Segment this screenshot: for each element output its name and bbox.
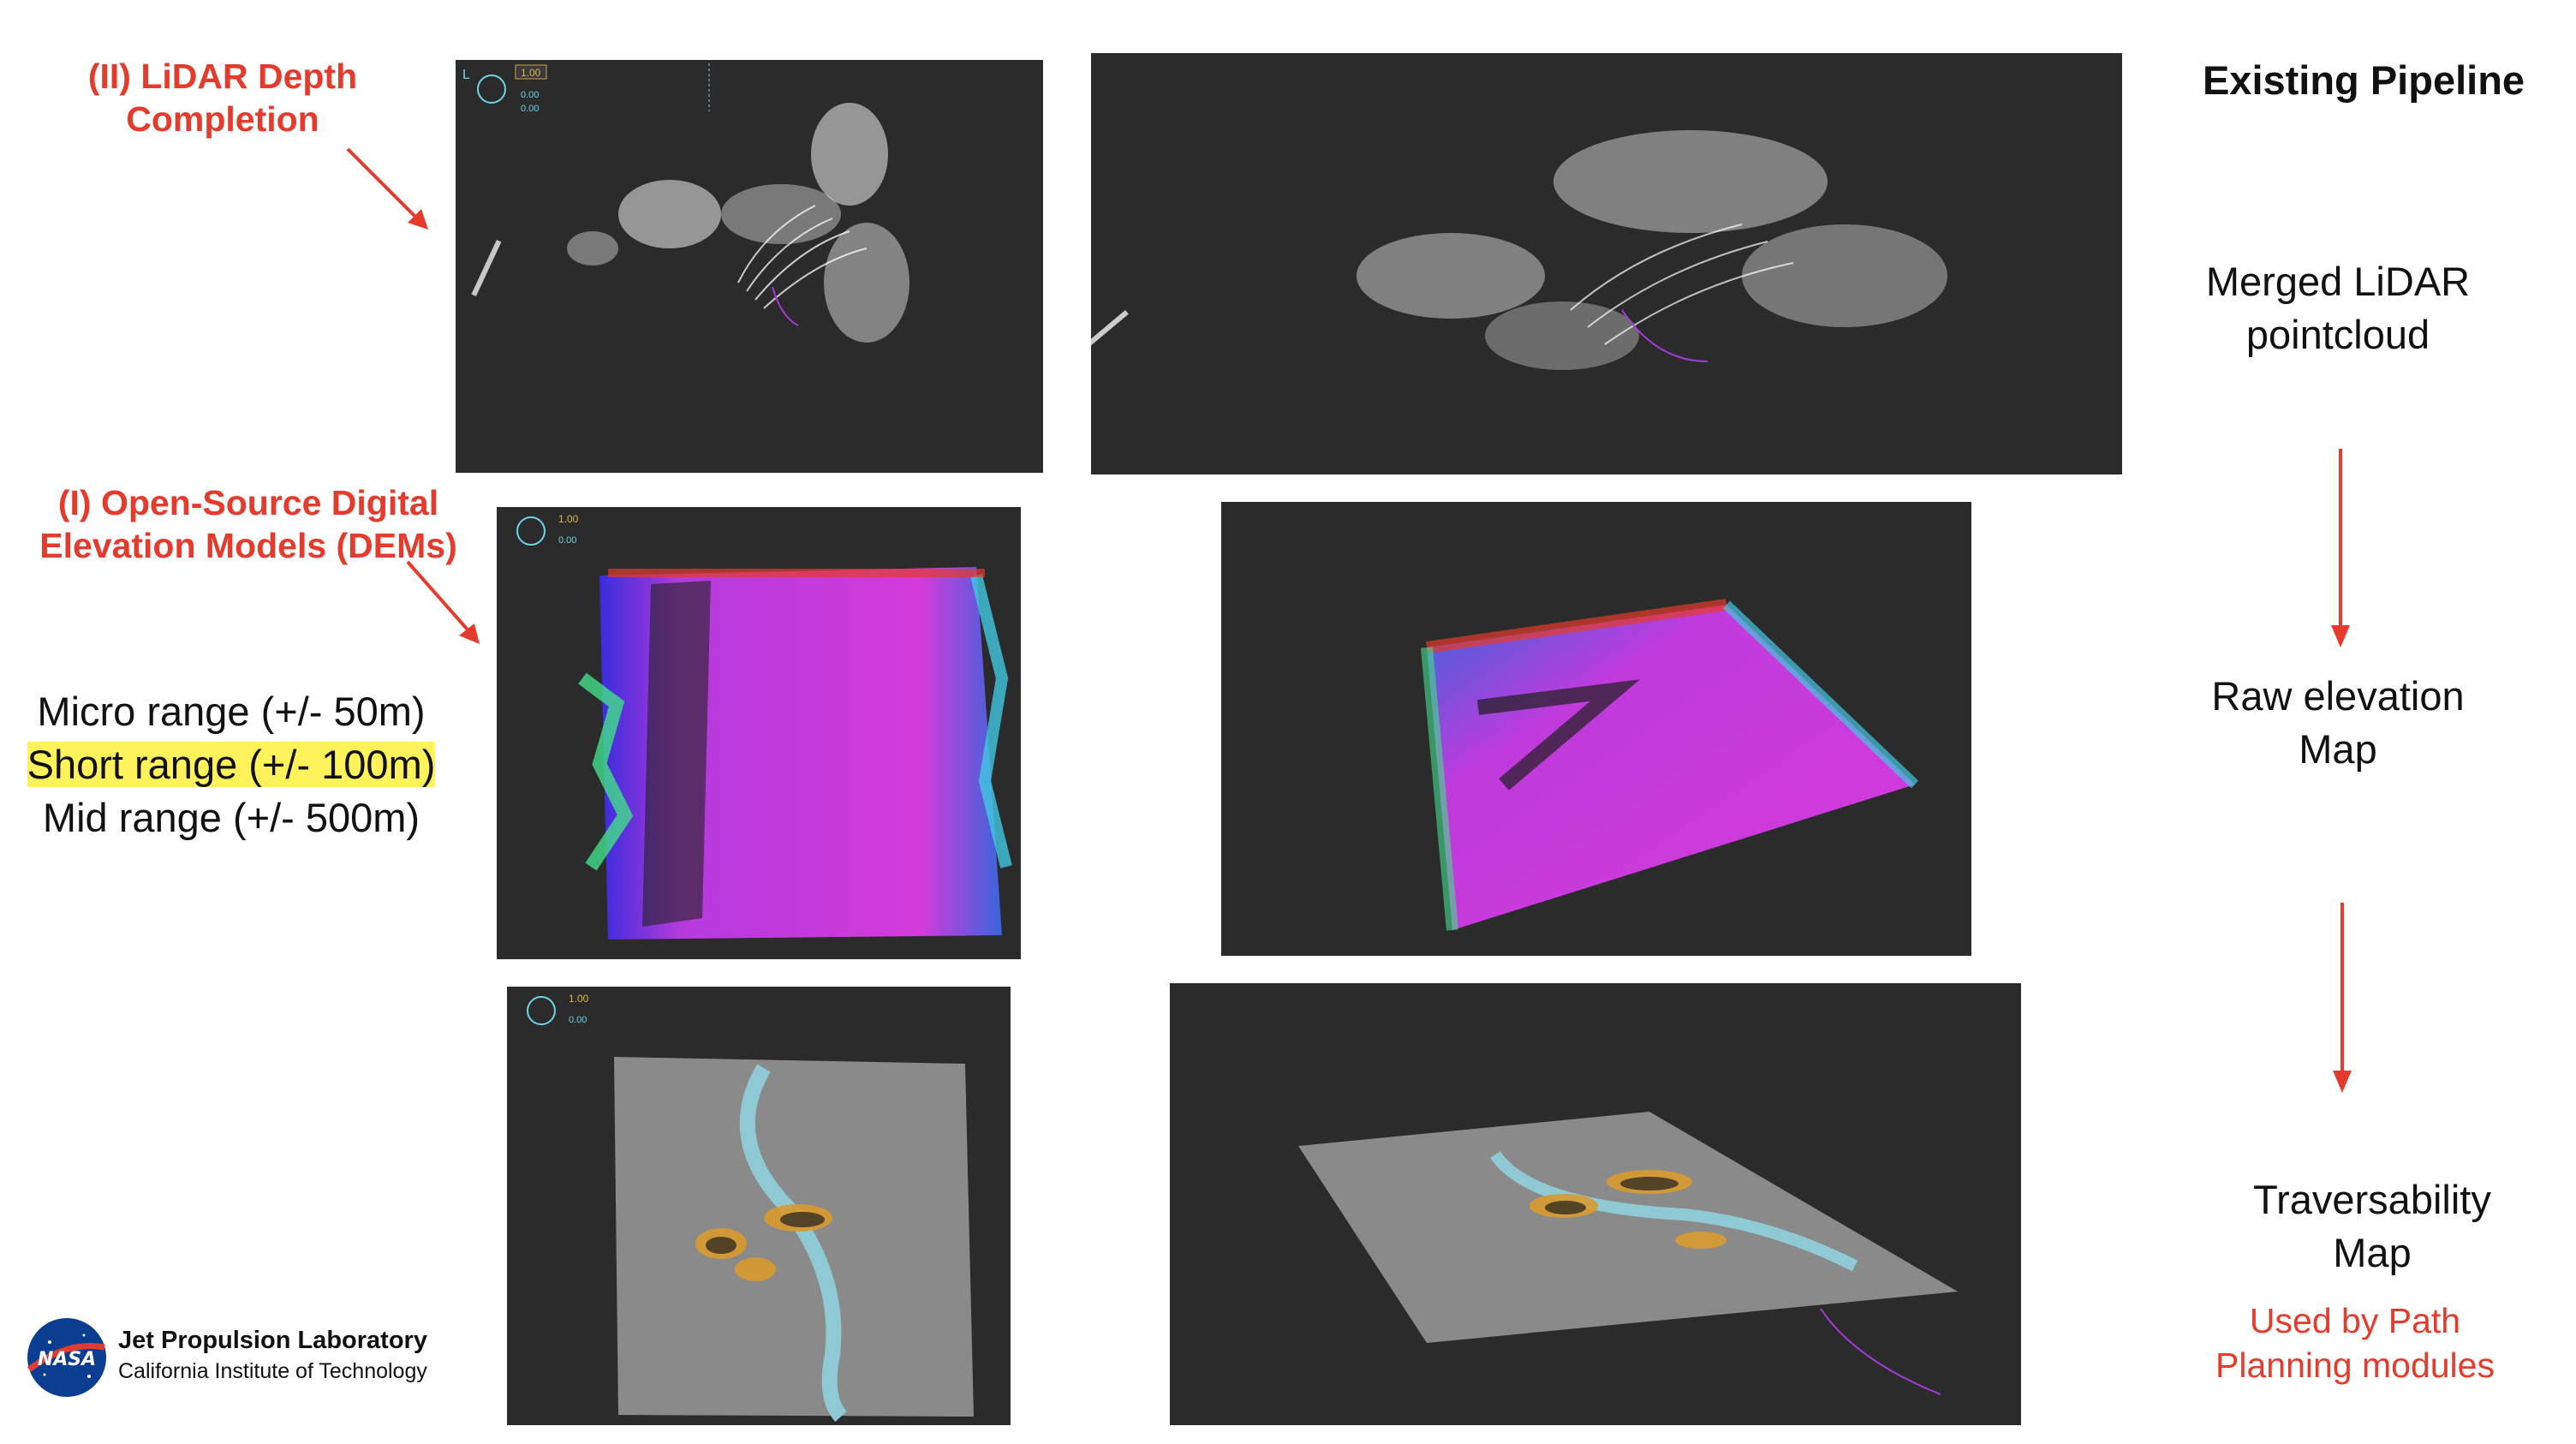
jpl-org-name: Jet Propulsion Laboratory — [118, 1327, 427, 1354]
svg-text:0.00: 0.00 — [569, 1015, 587, 1025]
short-range-label: Short range (+/- 100m) — [9, 738, 454, 791]
hud-overlay: 1.00 0.00 — [516, 513, 579, 546]
traversability-map — [1298, 1112, 1958, 1395]
dem-elevation-map: 1.00 0.00 — [516, 513, 1012, 940]
svg-text:1.00: 1.00 — [558, 513, 579, 525]
jpl-institute-name: California Institute of Technology — [118, 1359, 427, 1383]
merged-lidar-step: Merged LiDAR pointcloud — [2205, 259, 2471, 357]
open-source-dem-label: (I) Open-Source Digital Elevation Models… — [39, 483, 457, 565]
pipeline-arrow-2-icon — [2333, 903, 2352, 1093]
micro-range-label: Micro range (+/- 50m) — [37, 689, 426, 734]
svg-text:0.00: 0.00 — [521, 104, 539, 114]
lidar-depth-completion-label: (II) LiDAR Depth Completion — [87, 57, 358, 139]
mid-range-label: Mid range (+/- 500m) — [42, 795, 420, 840]
svg-text:0.00: 0.00 — [521, 90, 539, 100]
path-planning-note: Used by Path Planning modules — [2215, 1301, 2495, 1385]
nasa-meatball-icon: NASA — [27, 1318, 106, 1397]
svg-text:1.00: 1.00 — [569, 993, 589, 1005]
pipeline-title: Existing Pipeline — [2202, 57, 2525, 103]
lidar-depth-panel: L 1.00 0.00 0.00 — [456, 60, 1043, 473]
svg-text:1.00: 1.00 — [521, 67, 541, 79]
dem-traversability-map: 1.00 0.00 — [527, 993, 974, 1423]
merged-lidar-panel — [1091, 53, 2122, 474]
hud-overlay: 1.00 0.00 — [527, 993, 589, 1025]
raw-elevation-map — [1421, 599, 1919, 931]
traversability-panel — [1170, 983, 2021, 1425]
pipeline-arrow-1-icon — [2331, 449, 2350, 647]
dem-traversability-panel: 1.00 0.00 — [507, 987, 1011, 1425]
dem-arrow-icon — [406, 560, 480, 644]
raw-elevation-panel — [1221, 502, 1971, 956]
lidar-depth-pointcloud: L 1.00 0.00 0.00 — [462, 63, 909, 343]
svg-text:0.00: 0.00 — [558, 535, 576, 546]
lidar-arrow-icon — [346, 147, 428, 230]
short-range-highlight: Short range (+/- 100m) — [27, 742, 436, 787]
hud-overlay: L 1.00 0.00 0.00 — [462, 63, 710, 114]
merged-lidar-pointcloud — [1091, 130, 1947, 375]
jpl-logo: NASA Jet Propulsion Laboratory Californi… — [24, 1315, 435, 1400]
svg-text:L: L — [462, 68, 470, 82]
raw-elevation-step: Raw elevation Map — [2211, 673, 2465, 772]
nasa-badge-text: NASA — [38, 1349, 96, 1370]
traversability-step: Traversability Map — [2253, 1177, 2491, 1275]
dem-elevation-panel: 1.00 0.00 — [497, 507, 1021, 959]
